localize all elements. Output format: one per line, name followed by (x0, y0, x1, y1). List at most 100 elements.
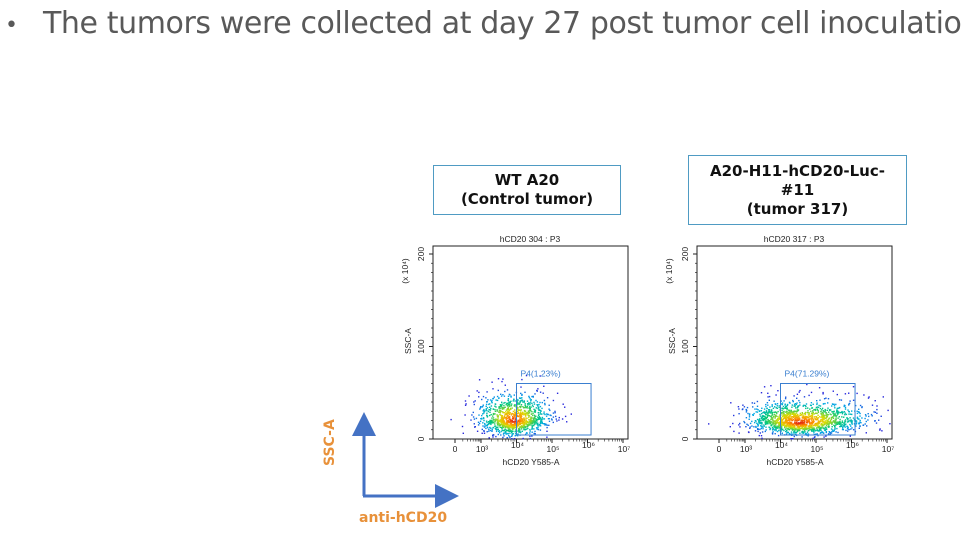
event-dot (495, 399, 497, 401)
event-dot (841, 411, 843, 414)
event-dot (765, 419, 767, 421)
event-dot (529, 435, 531, 438)
event-dot (492, 415, 494, 417)
event-dot (499, 404, 502, 406)
event-dot (830, 418, 833, 421)
event-dot (789, 414, 792, 416)
event-dot (745, 426, 747, 428)
event-dot (807, 420, 809, 423)
event-dot (810, 421, 813, 424)
event-dot (548, 420, 551, 422)
event-dot (523, 426, 526, 428)
event-dot (504, 390, 506, 393)
event-dot (529, 428, 531, 431)
event-dot (486, 426, 489, 429)
bullet-symbol: • (5, 13, 18, 38)
event-dot (525, 420, 527, 422)
event-dot (512, 410, 515, 413)
event-dot (781, 421, 784, 423)
event-dot (857, 418, 859, 420)
event-dot (867, 397, 870, 399)
event-dot (501, 406, 503, 408)
event-dot (521, 430, 523, 432)
event-dot (851, 420, 853, 422)
event-dot (815, 416, 818, 418)
plot-title: hCD20 317 : P3 (764, 234, 825, 244)
event-dot (795, 419, 798, 422)
event-dot (851, 421, 853, 423)
event-dot (512, 417, 515, 419)
event-dot (468, 395, 470, 397)
event-dot (529, 409, 531, 411)
event-dot (830, 416, 833, 419)
event-dot (506, 389, 509, 391)
event-dot (777, 425, 780, 428)
event-dot (521, 425, 523, 427)
event-dot (570, 413, 572, 415)
event-dot (545, 415, 548, 417)
event-dot (487, 399, 489, 401)
event-dot (843, 423, 846, 426)
event-dot (762, 426, 764, 428)
event-dot (503, 395, 506, 397)
event-dot (768, 409, 770, 411)
event-dot (852, 417, 855, 419)
event-dot (535, 427, 538, 429)
event-dot (831, 403, 834, 405)
event-dot (508, 418, 510, 420)
event-dot (768, 410, 770, 412)
event-dot (512, 433, 515, 435)
event-dot (733, 414, 735, 417)
event-dot (528, 395, 530, 398)
event-dot (530, 413, 533, 415)
event-dot (820, 411, 822, 413)
event-dot (823, 417, 826, 419)
event-dot (825, 435, 827, 437)
y-axis-label: SSC-A (667, 328, 677, 354)
event-dot (732, 422, 734, 425)
event-dot (788, 429, 790, 431)
event-dot (496, 422, 499, 424)
event-dot (844, 414, 846, 416)
event-dot (744, 422, 746, 424)
event-dot (507, 406, 510, 408)
x-tick-label: 10⁴ (775, 440, 788, 450)
event-dot (756, 427, 759, 430)
slide-heading: The tumors were collected at day 27 post… (43, 6, 964, 41)
event-dot (794, 415, 796, 417)
event-dot (758, 419, 760, 421)
event-dot (764, 417, 767, 419)
event-dot (517, 410, 519, 412)
event-dot (564, 406, 566, 408)
event-dot (831, 429, 834, 431)
event-dot (507, 404, 509, 406)
event-dot (549, 409, 551, 412)
event-dot (810, 425, 812, 427)
event-dot (530, 400, 532, 402)
event-dot (531, 428, 533, 430)
x-tick-label: 10⁷ (882, 444, 895, 454)
event-dot (844, 408, 847, 410)
event-dot (794, 420, 796, 422)
event-dot (514, 409, 516, 411)
event-dot (827, 433, 830, 435)
event-dot (519, 400, 522, 402)
event-dot (823, 432, 825, 434)
event-dot (498, 422, 500, 425)
event-dot (500, 407, 502, 410)
x-tick-label: 0 (453, 444, 458, 454)
event-dot (826, 413, 828, 415)
event-dot (496, 429, 498, 431)
event-dot (498, 406, 500, 408)
event-dot (536, 418, 538, 421)
event-dot (507, 403, 510, 405)
event-dot (562, 403, 564, 405)
event-dot (822, 423, 824, 425)
event-dot (527, 412, 529, 415)
legend-y-label: SSC-A (322, 419, 338, 466)
event-dot (509, 405, 511, 407)
event-dot (823, 414, 825, 416)
event-dot (488, 437, 490, 439)
event-dot (488, 423, 490, 425)
sample-label-line: #11 (780, 180, 815, 199)
